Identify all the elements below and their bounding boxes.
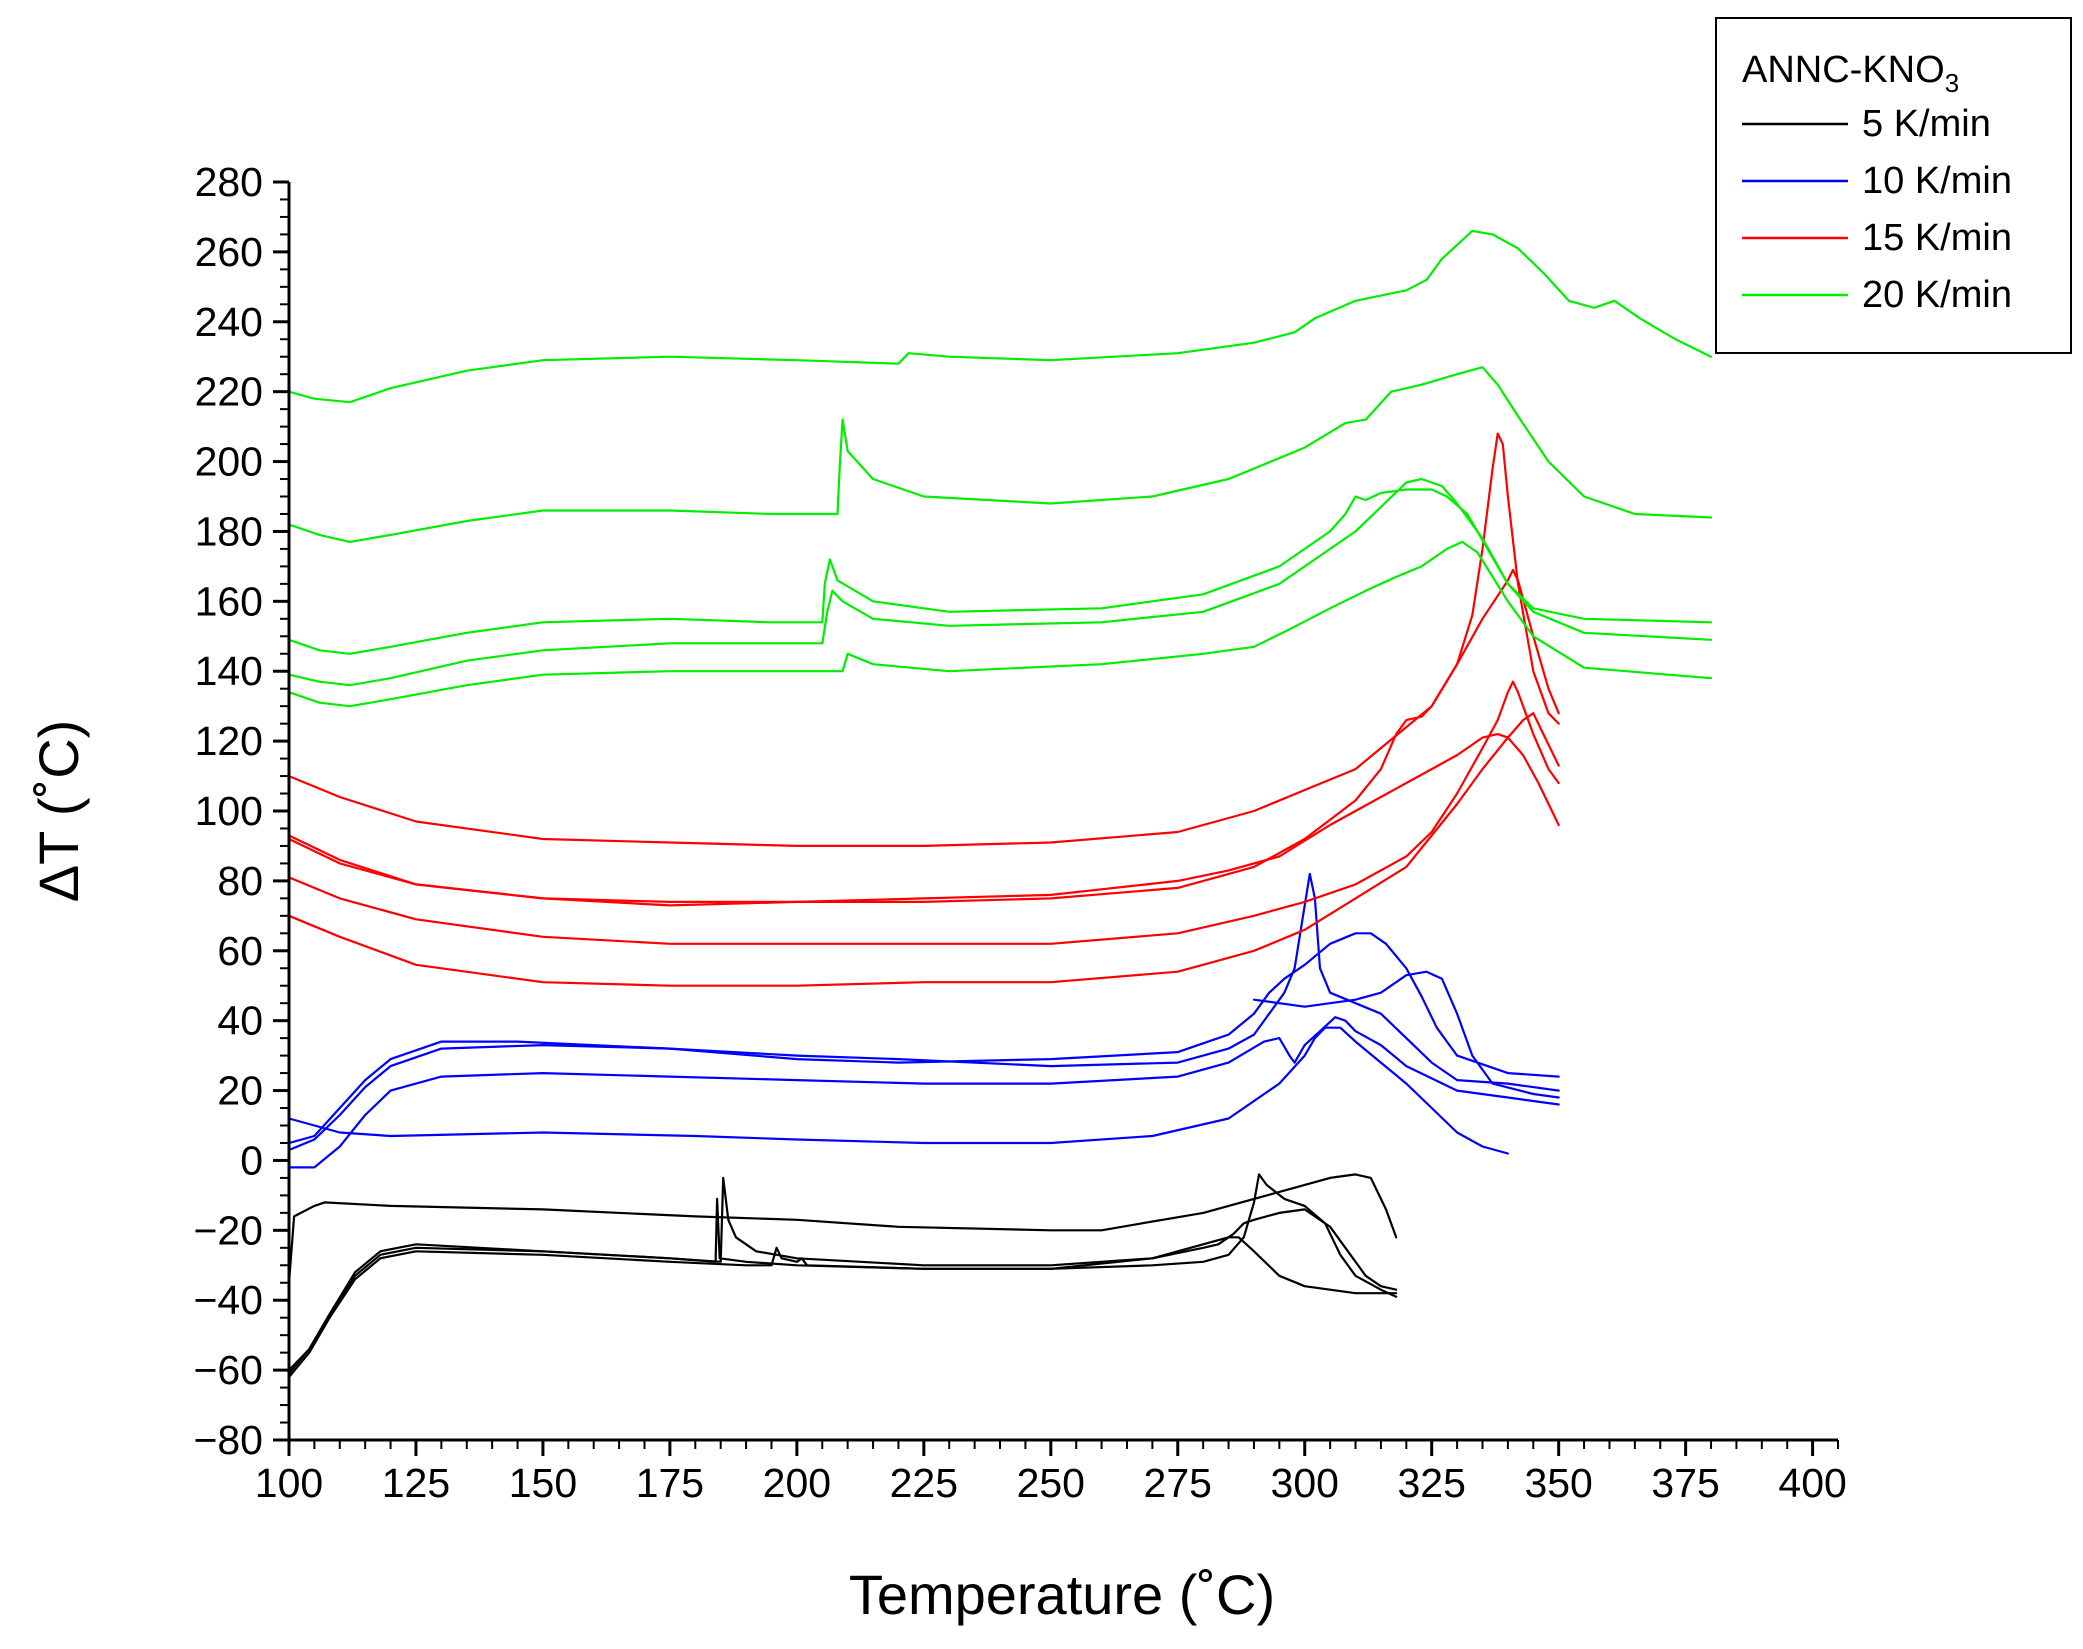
y-tick-label: 260	[195, 229, 263, 275]
series-15k-run-3	[287, 733, 1560, 907]
y-tick-label: −20	[193, 1207, 263, 1253]
x-tick-label: 325	[1397, 1460, 1465, 1506]
series-5k-run-1	[287, 1173, 1398, 1284]
legend-box	[1715, 17, 2072, 354]
legend-label: 20 K/min	[1862, 274, 2012, 316]
series-15k-run-4	[287, 680, 1560, 945]
legend-title-subscript: 3	[1945, 68, 1959, 98]
legend-label: 10 K/min	[1862, 160, 2012, 202]
series-20k-run-3	[287, 488, 1713, 655]
series-15k-run-2	[287, 568, 1560, 903]
y-tick-label: 100	[195, 788, 263, 834]
series-20k-run-4	[287, 477, 1713, 687]
series-5k-run-4	[287, 1236, 1398, 1379]
legend-label: 15 K/min	[1862, 217, 2012, 259]
series-layer	[287, 229, 1713, 1379]
y-tick-label: 80	[217, 858, 263, 904]
x-tick-label: 350	[1524, 1460, 1592, 1506]
x-tick-label: 250	[1017, 1460, 1085, 1506]
x-tick-label: 175	[636, 1460, 704, 1506]
y-tick-label: 220	[195, 369, 263, 415]
y-tick-label: 40	[217, 998, 263, 1044]
series-20k-run-2	[287, 366, 1713, 543]
y-tick-label: 120	[195, 718, 263, 764]
legend-label: 5 K/min	[1862, 103, 1991, 145]
y-tick-label: −80	[193, 1417, 263, 1463]
series-10k-run-4	[287, 932, 1560, 1145]
x-tick-label: 300	[1271, 1460, 1339, 1506]
y-tick-label: 200	[195, 439, 263, 485]
series-5k-run-2	[287, 1173, 1398, 1372]
y-axis-title: ΔT (˚C)	[27, 720, 90, 903]
series-15k-run-5	[287, 712, 1560, 987]
legend-title-main: ANNC-KNO	[1742, 49, 1945, 91]
legend-title: ANNC-KNO3	[1742, 49, 1959, 98]
y-tick-label: −60	[193, 1347, 263, 1393]
y-tick-label: 60	[217, 928, 263, 974]
legend: ANNC-KNO3 5 K/min 10 K/min 15 K/min 20 K/mi…	[1715, 17, 2072, 354]
x-tick-label: 125	[382, 1460, 450, 1506]
y-tick-label: 160	[195, 578, 263, 624]
series-20k-run-5	[287, 540, 1713, 708]
x-tick-label: 200	[763, 1460, 831, 1506]
y-tick-label: 0	[240, 1137, 263, 1183]
series-10k-run-5	[1252, 970, 1560, 1099]
x-tick-label: 100	[255, 1460, 323, 1506]
y-ticks: −80 −60 −40 −20 0 20 40 60 80 100 120 140 160 180 200 2…	[193, 159, 289, 1463]
y-tick-label: −40	[193, 1277, 263, 1323]
y-tick-label: 240	[195, 299, 263, 345]
series-5k-run-3	[287, 1176, 1398, 1375]
y-tick-label: 280	[195, 159, 263, 205]
x-tick-label: 275	[1144, 1460, 1212, 1506]
legend-items: 5 K/min 10 K/min 15 K/min 20 K/min	[1742, 103, 2012, 316]
x-tick-label: 400	[1778, 1460, 1846, 1506]
x-tick-label: 375	[1651, 1460, 1719, 1506]
series-20k-run-1	[287, 229, 1713, 404]
plot-area: 100 125 150 175 200 225 250 275 300 325 350 375 400 …	[193, 159, 1846, 1506]
y-tick-label: 180	[195, 508, 263, 554]
series-10k-run-1	[287, 1026, 1509, 1155]
y-tick-label: 20	[217, 1068, 263, 1114]
series-10k-run-3	[287, 872, 1560, 1152]
series-10k-run-2	[287, 1016, 1560, 1169]
y-tick-label: 140	[195, 648, 263, 694]
x-ticks: 100 125 150 175 200 225 250 275 300 325 350 375 400	[255, 1440, 1847, 1506]
x-tick-label: 225	[890, 1460, 958, 1506]
x-axis-title: Temperature (˚C)	[849, 1563, 1275, 1626]
x-tick-label: 150	[509, 1460, 577, 1506]
